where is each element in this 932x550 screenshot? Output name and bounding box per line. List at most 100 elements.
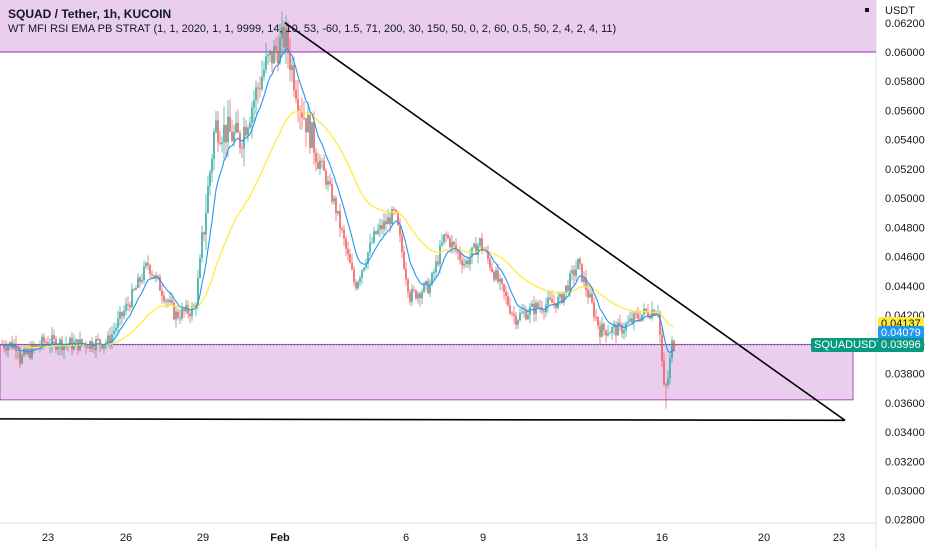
candle-down	[353, 269, 355, 283]
candle-down	[5, 348, 7, 351]
candle-up	[337, 210, 339, 214]
candle-down	[237, 122, 239, 133]
y-tick-label: 0.03400	[885, 427, 925, 439]
candle-down	[525, 311, 527, 320]
candle-down	[419, 293, 421, 299]
candle-up	[311, 122, 313, 148]
menu-icon[interactable]	[865, 8, 869, 12]
candle-up	[41, 336, 43, 347]
candle-down	[381, 225, 383, 230]
candle-up	[119, 311, 121, 319]
candle-up	[175, 311, 177, 320]
candle-up	[251, 107, 253, 123]
candle-down	[393, 209, 395, 211]
candle-down	[323, 160, 325, 171]
candle-down	[245, 126, 247, 136]
candle-down	[325, 170, 327, 185]
candle-down	[515, 315, 517, 325]
support-trendline[interactable]	[0, 418, 846, 422]
supply-zone[interactable]	[0, 0, 876, 52]
candle-up	[123, 310, 125, 317]
candle-down	[427, 281, 429, 294]
candle-up	[131, 289, 133, 308]
candle-up	[285, 28, 287, 48]
candle-up	[571, 270, 573, 274]
candle-down	[409, 292, 411, 302]
x-tick-label: Feb	[270, 532, 290, 544]
y-tick-label: 0.05200	[885, 164, 925, 176]
candle-up	[641, 314, 643, 321]
candle-up	[629, 318, 631, 322]
candle-down	[501, 278, 503, 285]
candle-down	[343, 229, 345, 239]
candle-down	[321, 160, 323, 162]
candle-down	[595, 316, 597, 318]
candle-up	[463, 263, 465, 266]
candle-up	[563, 292, 565, 303]
candle-up	[63, 344, 65, 351]
symbol-label: SQUADUSDT	[811, 337, 887, 352]
candle-down	[101, 344, 103, 349]
candle-down	[147, 263, 149, 266]
candle-down	[585, 277, 587, 291]
candle-down	[647, 311, 649, 317]
descending-trendline[interactable]	[284, 22, 846, 422]
indicator-legend[interactable]: WT MFI RSI EMA PB STRAT (1, 1, 2020, 1, …	[8, 23, 617, 35]
candle-down	[257, 87, 259, 89]
candle-up	[35, 345, 37, 348]
candle-up	[667, 378, 669, 386]
candle-up	[327, 181, 329, 185]
candle-down	[437, 261, 439, 265]
x-tick-label: 9	[480, 532, 486, 544]
x-tick-label: 6	[403, 532, 409, 544]
candle-up	[57, 346, 59, 350]
candle-up	[443, 234, 445, 243]
candle-up	[227, 116, 229, 143]
candle-up	[359, 277, 361, 282]
candle-up	[391, 209, 393, 225]
candle-down	[453, 241, 455, 246]
candle-up	[103, 344, 105, 349]
candle-down	[303, 117, 305, 119]
candle-down	[621, 324, 623, 334]
candle-down	[93, 348, 95, 350]
y-tick-label: 0.05800	[885, 76, 925, 88]
candle-up	[291, 65, 293, 70]
candle-down	[403, 252, 405, 269]
candle-down	[457, 250, 459, 253]
candle-down	[351, 263, 353, 270]
candle-up	[373, 231, 375, 243]
candle-up	[75, 339, 77, 342]
candle-down	[299, 110, 301, 112]
candle-down	[335, 198, 337, 214]
candle-up	[117, 318, 119, 328]
candle-down	[109, 335, 111, 344]
candle-down	[663, 360, 665, 385]
candle-up	[435, 261, 437, 273]
candle-up	[363, 267, 365, 271]
candle-up	[583, 277, 585, 282]
candle-down	[551, 298, 553, 303]
candle-down	[153, 275, 155, 278]
candle-down	[289, 53, 291, 70]
candle-down	[295, 89, 297, 99]
candle-down	[341, 228, 343, 230]
candle-down	[399, 225, 401, 236]
candle-down	[163, 295, 165, 302]
candle-down	[567, 285, 569, 291]
candle-down	[459, 252, 461, 260]
candle-up	[477, 245, 479, 255]
y-tick-label: 0.06000	[885, 47, 925, 59]
demand-zone[interactable]	[0, 343, 854, 401]
candle-up	[197, 277, 199, 306]
candle-down	[219, 142, 221, 144]
candle-up	[27, 349, 29, 355]
candle-down	[149, 265, 151, 274]
candle-up	[125, 304, 127, 311]
candle-up	[21, 355, 23, 364]
candle-down	[637, 314, 639, 319]
candle-up	[9, 342, 11, 346]
candle-down	[139, 277, 141, 282]
